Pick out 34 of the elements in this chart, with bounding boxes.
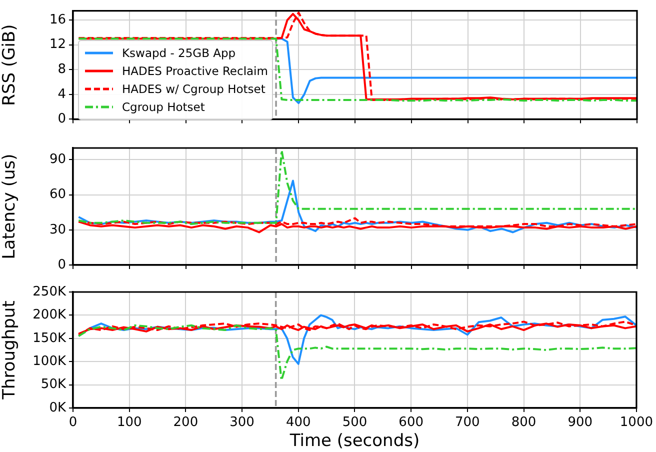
y-tick-label: 90 (49, 152, 66, 168)
x-tick-label: 500 (342, 415, 368, 430)
x-tick-label: 0 (68, 415, 78, 430)
x-tick-label: 800 (511, 415, 536, 430)
x-tick-label: 700 (455, 415, 480, 430)
x-tick-label: 300 (230, 415, 254, 430)
y-tick-label: 30 (49, 222, 66, 238)
y-tick-label: 60 (49, 187, 66, 202)
y-tick-label: 16 (49, 12, 66, 28)
y-axis-title: Throughput (0, 300, 20, 400)
legend-label: HADES Proactive Reclaim (122, 64, 268, 78)
x-tick-label: 900 (568, 415, 593, 430)
y-tick-label: 250K (32, 284, 66, 300)
x-tick-label: 400 (286, 415, 311, 430)
y-tick-label: 0K (49, 400, 66, 416)
x-tick-label: 100 (116, 415, 142, 430)
legend-label: Cgroup Hotset (122, 100, 205, 114)
y-tick-label: 50K (40, 377, 66, 392)
y-axis-title: RSS (GiB) (0, 24, 20, 106)
y-axis-title: Latency (us) (0, 154, 20, 260)
legend-label: HADES w/ Cgroup Hotset (122, 82, 266, 96)
y-tick-label: 200K (32, 308, 66, 323)
y-tick-label: 150K (32, 330, 66, 346)
y-tick-label: 0 (58, 112, 66, 127)
x-axis-title: Time (seconds) (288, 431, 420, 452)
x-tick-label: 600 (398, 415, 424, 430)
y-tick-label: 4 (58, 86, 66, 102)
x-tick-label: 200 (173, 415, 198, 430)
legend-label: Kswapd - 25GB App (122, 46, 236, 60)
y-tick-label: 100K (32, 354, 66, 369)
y-tick-label: 8 (58, 62, 66, 78)
x-tick-label: 1000 (620, 415, 654, 430)
y-tick-label: 12 (49, 37, 66, 52)
y-tick-label: 0 (58, 257, 66, 272)
